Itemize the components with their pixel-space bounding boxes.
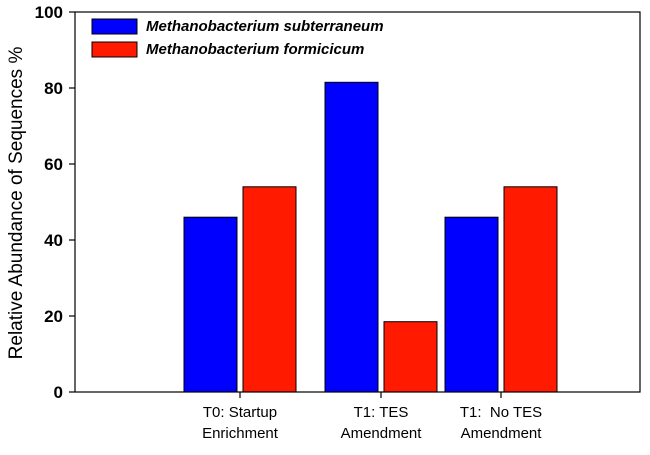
- bar-subterraneum-0: [183, 216, 238, 393]
- y-tick-label: 20: [44, 307, 63, 326]
- plot-frame: [74, 11, 641, 393]
- plot-area: 0 20 40 60 80 100 T0: Startup Enrichment T1: TES…: [35, 3, 558, 442]
- bar-subterraneum-2: [444, 216, 499, 393]
- legend-label: Methanobacterium formicicum: [146, 41, 364, 58]
- x-category-label: Enrichment: [202, 425, 279, 442]
- x-category-label: T0: Startup: [203, 404, 277, 421]
- legend: Methanobacterium subterraneum Methanobact…: [91, 18, 384, 58]
- legend-swatch: [91, 41, 138, 58]
- x-category-label: Amendment: [341, 425, 423, 442]
- bar-formicicum-0: [242, 186, 297, 393]
- y-tick-label: 60: [44, 155, 63, 174]
- y-tick-label: 100: [35, 3, 63, 22]
- x-category-label: T1: No TES: [460, 404, 542, 421]
- bar-subterraneum-1: [324, 81, 379, 393]
- x-category-label: T1: TES: [354, 404, 409, 421]
- bar-formicicum-1: [383, 321, 438, 393]
- y-axis-label: Relative Abundance of Sequences %: [6, 47, 27, 360]
- x-category-label: Amendment: [461, 425, 543, 442]
- y-tick-label: 80: [44, 79, 63, 98]
- legend-label: Methanobacterium subterraneum: [146, 18, 384, 35]
- y-tick-label: 0: [54, 383, 63, 402]
- y-tick-label: 40: [44, 231, 63, 250]
- legend-swatch: [91, 18, 138, 35]
- bar-formicicum-2: [503, 186, 558, 393]
